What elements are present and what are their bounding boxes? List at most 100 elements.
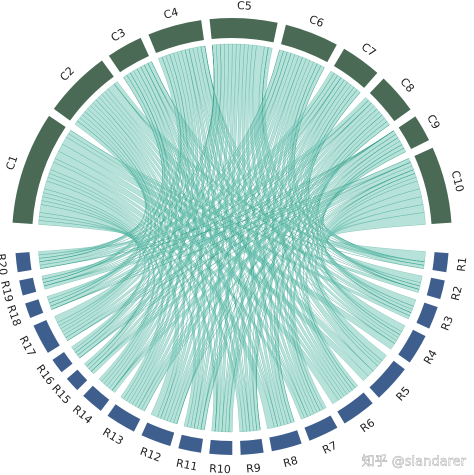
link <box>305 89 413 314</box>
row-sector <box>369 360 405 398</box>
link <box>103 70 178 387</box>
link <box>140 130 397 412</box>
row-label: R7 <box>320 439 339 457</box>
row-sector <box>269 430 302 452</box>
row-label: R2 <box>449 285 465 302</box>
row-label: R6 <box>358 416 377 435</box>
row-label: R4 <box>421 347 440 366</box>
link <box>39 70 335 266</box>
column-label: C9 <box>424 112 443 131</box>
row-label: R11 <box>175 457 199 474</box>
link <box>42 74 165 283</box>
link <box>281 84 355 413</box>
column-label: C10 <box>449 169 467 193</box>
row-label: R3 <box>438 314 455 332</box>
link <box>106 51 195 389</box>
link <box>61 44 218 336</box>
link <box>107 83 374 377</box>
row-sector <box>178 434 203 453</box>
row-label: R8 <box>282 454 299 470</box>
link <box>173 105 378 425</box>
link <box>324 196 424 307</box>
link <box>57 114 152 327</box>
link <box>43 158 411 290</box>
link <box>88 51 292 372</box>
row-label: R10 <box>209 462 231 475</box>
row-label: R17 <box>17 334 39 359</box>
link <box>91 130 394 372</box>
link <box>269 81 352 425</box>
link <box>129 50 199 405</box>
row-label: R9 <box>246 461 262 475</box>
column-label: C1 <box>3 154 20 172</box>
link <box>225 108 380 433</box>
row-label: R5 <box>393 384 412 404</box>
row-sector <box>33 319 60 353</box>
link <box>79 130 394 359</box>
link <box>50 44 215 307</box>
row-sector <box>240 438 264 455</box>
link <box>51 130 394 310</box>
row-label: R14 <box>70 403 95 427</box>
link <box>95 96 247 432</box>
link <box>126 68 183 403</box>
link <box>111 130 394 391</box>
column-sector <box>12 115 66 225</box>
link <box>73 111 157 353</box>
row-sector <box>52 351 73 373</box>
link <box>113 81 425 269</box>
column-sector <box>108 37 149 73</box>
column-sector <box>333 48 378 88</box>
watermark: 知乎 @slandarer <box>362 454 467 470</box>
column-label: C8 <box>397 75 416 95</box>
link <box>63 50 288 339</box>
link <box>275 137 401 424</box>
row-sector <box>66 369 88 391</box>
row-sector <box>337 392 373 424</box>
link <box>271 60 318 415</box>
link <box>38 120 147 259</box>
link <box>315 121 414 310</box>
link <box>43 44 215 283</box>
row-sector <box>398 329 426 363</box>
link <box>134 52 296 409</box>
row-sector <box>15 252 32 273</box>
column-label: C7 <box>359 40 379 59</box>
row-sector <box>426 277 445 300</box>
link <box>163 43 233 422</box>
link <box>321 188 422 333</box>
link <box>39 44 215 263</box>
link <box>75 44 222 356</box>
link <box>40 158 410 269</box>
row-label: R15 <box>49 382 73 407</box>
link <box>38 56 181 263</box>
link <box>40 130 394 269</box>
column-label: C5 <box>237 0 252 13</box>
link <box>131 43 229 407</box>
row-sector <box>83 385 110 411</box>
link <box>137 102 375 410</box>
link <box>43 130 394 287</box>
column-sector <box>148 20 204 53</box>
link <box>39 97 369 269</box>
link <box>101 91 308 419</box>
row-sector <box>107 404 141 432</box>
row-label: R19 <box>0 279 16 303</box>
row-label: R13 <box>100 425 125 447</box>
link <box>67 130 394 341</box>
row-sector <box>432 252 449 273</box>
row-label: R1 <box>455 256 470 272</box>
row-sector <box>141 422 175 447</box>
column-label: C3 <box>109 26 128 45</box>
row-label: R20 <box>0 253 10 276</box>
column-sector <box>414 147 452 225</box>
link <box>188 47 282 427</box>
link <box>42 192 156 382</box>
link <box>104 88 342 401</box>
link <box>200 46 374 372</box>
links <box>38 43 426 433</box>
link <box>289 140 403 412</box>
column-sector <box>209 18 278 43</box>
row-sector <box>304 415 338 441</box>
column-sector <box>369 78 411 122</box>
